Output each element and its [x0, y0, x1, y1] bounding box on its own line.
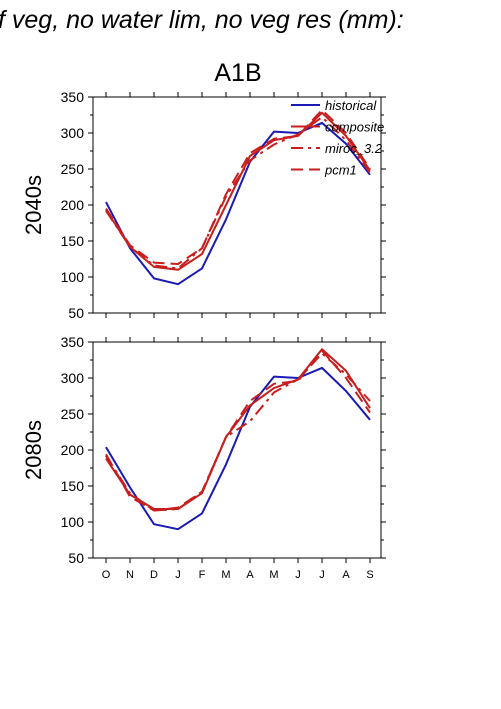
x-tick-label: O [102, 569, 111, 581]
y-tick-label: 100 [61, 514, 85, 530]
y-tick-label: 300 [61, 125, 85, 141]
legend: historical composite miroc_3.2 pcm1 [291, 98, 384, 178]
y-tick-label: 150 [61, 233, 85, 249]
x-tick-label: J [175, 569, 181, 581]
series-line-historical [105, 366, 371, 531]
y-tick-label: 100 [61, 269, 85, 285]
series-line-miroc_3.2 [105, 352, 371, 512]
y-tick-label: 200 [61, 197, 85, 213]
x-tick-label: F [199, 569, 206, 581]
panel-2080s: 50 100 150 200 250 300 350 O N D J F M A M J J A S 2080s [21, 334, 386, 581]
panel-title: A1B [214, 59, 261, 87]
x-tick-label: A [342, 569, 350, 581]
x-tick-label: S [366, 569, 373, 581]
row-label: 2040s [21, 175, 46, 235]
row-label: 2080s [21, 420, 46, 480]
x-tick-label: M [269, 569, 278, 581]
series-line-miroc_3.2 [105, 116, 371, 270]
series-line-pcm1 [105, 349, 371, 512]
chart-panels: 50 100 150 200 250 300 350 2040s historical compo… [21, 89, 386, 581]
legend-label-pcm1: pcm1 [324, 163, 357, 178]
y-tick-label: 50 [68, 550, 84, 566]
y-tick-label: 250 [61, 406, 85, 422]
series-line-pcm1 [105, 109, 371, 265]
legend-label-miroc_3.2: miroc_3.2 [325, 141, 383, 156]
legend-label-composite: composite [325, 120, 384, 135]
x-tick-label: D [150, 569, 158, 581]
y-tick-label: 250 [61, 161, 85, 177]
y-tick-label: 350 [61, 334, 85, 350]
y-tick-label: 150 [61, 478, 85, 494]
series-line-historical [105, 121, 371, 286]
y-tick-label: 50 [68, 305, 84, 321]
x-tick-label: M [221, 569, 230, 581]
y-tick-label: 350 [61, 89, 85, 105]
x-tick-label: J [319, 569, 325, 581]
panel-2040s: 50 100 150 200 250 300 350 2040s historical compo… [21, 89, 386, 321]
legend-label-historical: historical [325, 98, 377, 113]
x-tick-label: J [295, 569, 301, 581]
y-tick-label: 300 [61, 370, 85, 386]
plot-frame [92, 341, 382, 559]
page-title: f veg, no water lim, no veg res (mm): [0, 6, 404, 34]
x-tick-label: A [246, 569, 254, 581]
x-tick-label: N [126, 569, 134, 581]
y-tick-label: 200 [61, 442, 85, 458]
